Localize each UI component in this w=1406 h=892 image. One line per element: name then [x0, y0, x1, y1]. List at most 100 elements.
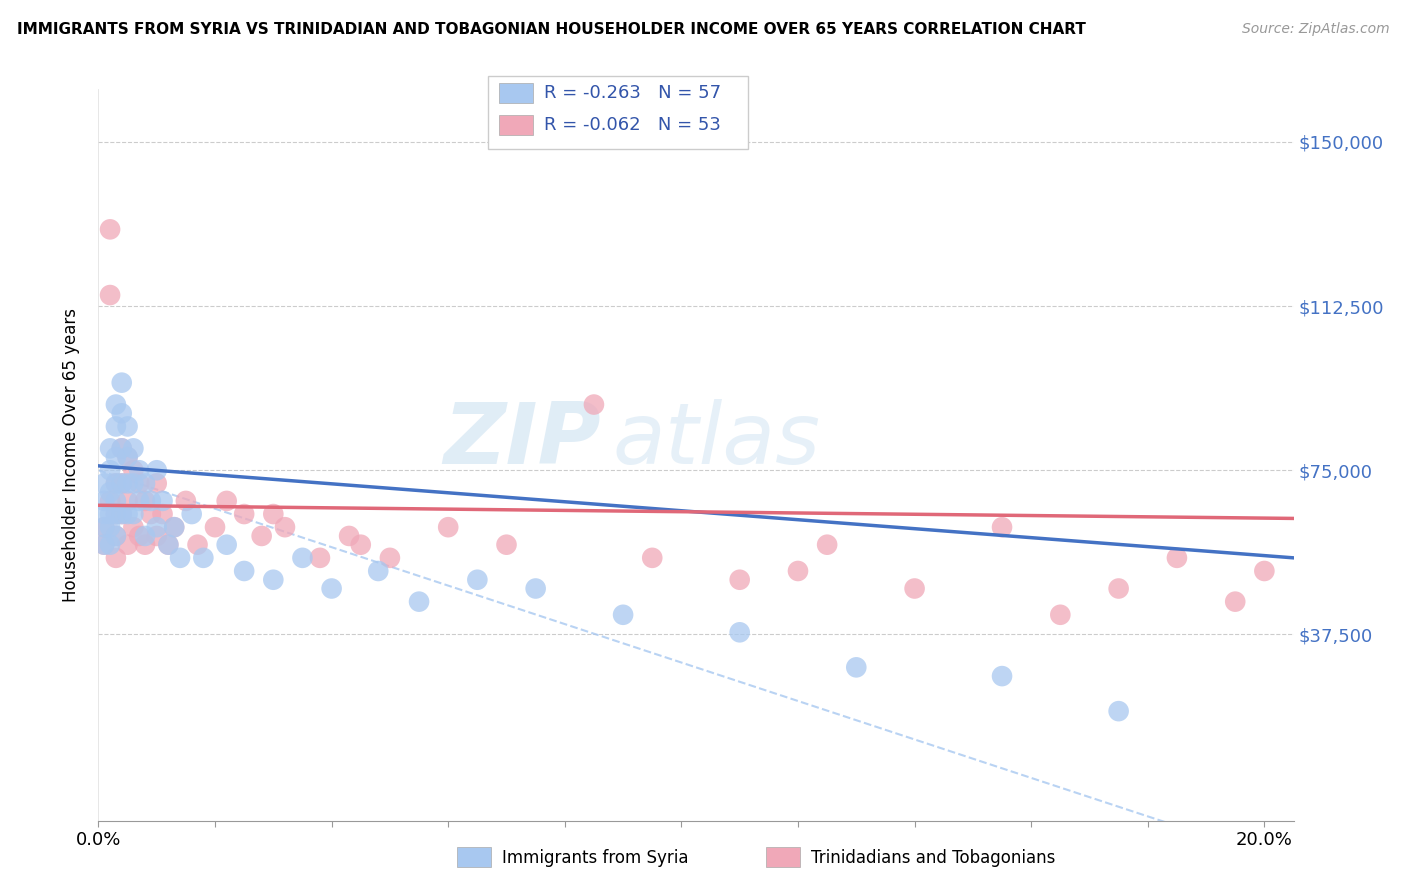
Point: [117, 450, 139, 464]
Point: [111, 476, 134, 491]
Point: [233, 564, 256, 578]
Point: [991, 520, 1014, 534]
Point: [104, 507, 127, 521]
Point: [145, 476, 167, 491]
Point: [903, 582, 925, 596]
Point: [128, 463, 150, 477]
Point: [152, 494, 174, 508]
Point: [104, 550, 127, 565]
Text: atlas: atlas: [613, 399, 820, 482]
Point: [1108, 582, 1130, 596]
Point: [104, 529, 127, 543]
Point: [111, 442, 134, 456]
Point: [163, 520, 186, 534]
Point: [98, 463, 121, 477]
Point: [104, 476, 127, 491]
Point: [321, 582, 343, 596]
Point: [139, 507, 162, 521]
Text: R = -0.062   N = 53: R = -0.062 N = 53: [544, 116, 721, 134]
Point: [186, 538, 208, 552]
Point: [215, 494, 238, 508]
Point: [139, 494, 162, 508]
Point: [193, 550, 215, 565]
Point: [104, 494, 127, 508]
Point: [337, 529, 360, 543]
Text: Trinidadians and Tobagonians: Trinidadians and Tobagonians: [811, 849, 1056, 867]
Point: [467, 573, 489, 587]
Point: [104, 450, 127, 464]
Point: [991, 669, 1014, 683]
Point: [787, 564, 810, 578]
Point: [145, 529, 167, 543]
Point: [98, 485, 121, 500]
Point: [1225, 594, 1247, 608]
Point: [111, 376, 134, 390]
Point: [122, 442, 145, 456]
Point: [117, 507, 139, 521]
Point: [104, 398, 127, 412]
Point: [117, 494, 139, 508]
Point: [262, 507, 284, 521]
Point: [845, 660, 868, 674]
Point: [122, 476, 145, 491]
Point: [111, 476, 134, 491]
Point: [152, 507, 174, 521]
Point: [98, 442, 121, 456]
Point: [111, 406, 134, 420]
Point: [128, 529, 150, 543]
Point: [582, 398, 605, 412]
Point: [122, 507, 145, 521]
Text: Immigrants from Syria: Immigrants from Syria: [502, 849, 689, 867]
Point: [98, 494, 121, 508]
Point: [408, 594, 430, 608]
Point: [98, 507, 121, 521]
Point: [111, 442, 134, 456]
Point: [350, 538, 373, 552]
Point: [145, 520, 167, 534]
Point: [134, 529, 156, 543]
Point: [524, 582, 547, 596]
Point: [93, 538, 115, 552]
Point: [98, 288, 121, 302]
Point: [233, 507, 256, 521]
Point: [612, 607, 634, 622]
Point: [128, 494, 150, 508]
Point: [134, 538, 156, 552]
Point: [250, 529, 273, 543]
Point: [157, 538, 180, 552]
Point: [122, 463, 145, 477]
Text: R = -0.263   N = 57: R = -0.263 N = 57: [544, 84, 721, 102]
Point: [117, 476, 139, 491]
Point: [145, 463, 167, 477]
Point: [378, 550, 401, 565]
Point: [98, 222, 121, 236]
Point: [117, 419, 139, 434]
Point: [204, 520, 226, 534]
Point: [215, 538, 238, 552]
Point: [157, 538, 180, 552]
Point: [1049, 607, 1071, 622]
Point: [98, 520, 121, 534]
Point: [728, 573, 751, 587]
Point: [728, 625, 751, 640]
Point: [93, 507, 115, 521]
Point: [180, 507, 202, 521]
Point: [93, 520, 115, 534]
Point: [367, 564, 389, 578]
Point: [122, 520, 145, 534]
Point: [117, 450, 139, 464]
Point: [93, 538, 115, 552]
Point: [93, 520, 115, 534]
Point: [104, 507, 127, 521]
Point: [104, 419, 127, 434]
Point: [262, 573, 284, 587]
Point: [815, 538, 838, 552]
Point: [134, 494, 156, 508]
Point: [169, 550, 191, 565]
Text: IMMIGRANTS FROM SYRIA VS TRINIDADIAN AND TOBAGONIAN HOUSEHOLDER INCOME OVER 65 Y: IMMIGRANTS FROM SYRIA VS TRINIDADIAN AND…: [17, 22, 1085, 37]
Point: [309, 550, 332, 565]
Point: [93, 494, 115, 508]
Point: [291, 550, 314, 565]
Point: [128, 476, 150, 491]
Point: [1253, 564, 1275, 578]
